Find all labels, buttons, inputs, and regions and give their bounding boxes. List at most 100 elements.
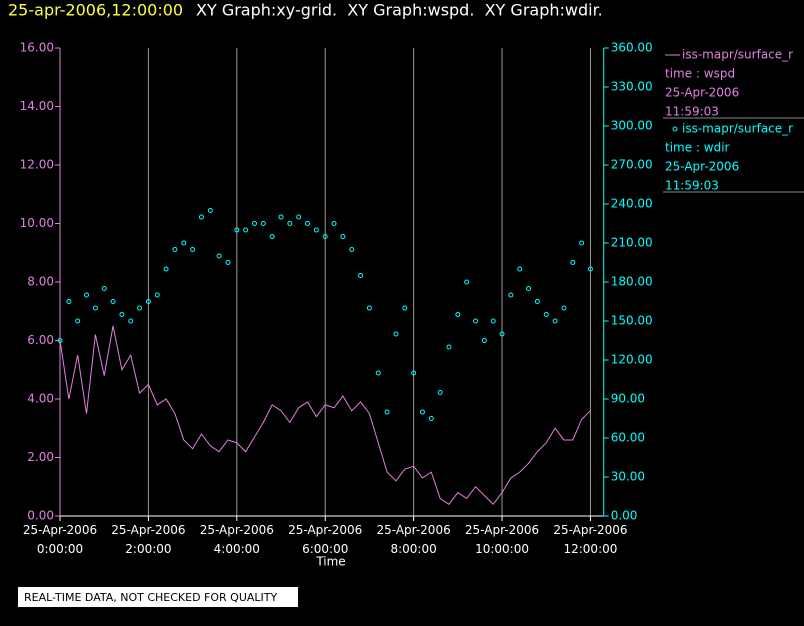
wdir-point [437,390,443,395]
legend-label: iss-mapr/surface_r [682,48,793,62]
wdir-point [517,266,523,272]
wdir-point [499,331,505,337]
wdir-point [455,312,461,317]
y2-tick-label: 120.00 [611,353,653,367]
wdir-point [428,416,434,421]
x-tick-label: 25-Apr-2006 8:00:00 [377,523,451,556]
wdir-point [190,247,196,252]
wdir-point [366,305,372,311]
wdir-point [269,234,275,239]
wdir-point [340,234,346,239]
y-tick-label: 2.00 [27,450,54,464]
y2-tick-label: 30.00 [611,470,645,484]
y2-tick-label: 330.00 [611,80,653,94]
wdir-point [313,227,319,233]
wdir-point [358,273,364,278]
wdir-point [225,260,231,265]
wdir-point [349,247,355,252]
legend-detail: 11:59:03 [665,179,719,193]
wdir-point [216,253,222,259]
y-tick-label: 6.00 [27,333,54,347]
wdir-point [490,318,496,324]
wdir-point [101,286,107,291]
y-tick-label: 4.00 [27,392,54,406]
wdir-point [322,234,328,239]
wdir-point [526,286,532,291]
wdir-point [579,240,585,246]
wdir-point [419,409,425,415]
y2-tick-label: 300.00 [611,119,653,133]
x-tick-label: 25-Apr-2006 0:00:00 [23,523,97,556]
x-tick-label: 25-Apr-2006 4:00:00 [200,523,274,556]
wdir-point [57,338,63,343]
wdir-point [128,318,134,324]
x-tick-label: 25-Apr-2006 2:00:00 [111,523,185,556]
y2-tick-label: 0.00 [611,509,638,523]
wdir-point [331,221,337,226]
legend-detail: 25-Apr-2006 [665,160,739,174]
wdir-point [570,260,576,265]
y2-tick-label: 210.00 [611,236,653,250]
wdir-point [393,331,399,337]
wspd-line [59,325,591,506]
wdir-point [75,318,81,324]
wdir-point [163,266,169,272]
y-tick-label: 16.00 [20,41,54,55]
wdir-point [260,221,266,226]
legend-label: iss-mapr/surface_r [682,122,793,136]
legend-detail: 11:59:03 [665,105,719,119]
wdir-point [154,292,160,298]
wdir-point [561,305,567,311]
y2-tick-label: 180.00 [611,275,653,289]
wdir-point [84,292,90,298]
x-axis-label: Time [315,555,345,569]
wdir-point [181,240,187,246]
wdir-point [384,409,390,415]
wdir-point [296,214,302,220]
x-tick-label: 25-Apr-2006 12:00:00 [553,523,627,556]
wdir-point [172,247,178,252]
wdir-point [110,299,116,304]
y2-tick-label: 360.00 [611,41,653,55]
y-tick-label: 8.00 [27,275,54,289]
wdir-point [278,214,284,220]
y2-tick-label: 90.00 [611,392,645,406]
legend-detail: time : wspd [665,67,735,81]
y-tick-label: 14.00 [20,99,54,113]
wdir-point [411,370,417,376]
wdir-point [587,266,593,272]
wdir-point [198,214,204,220]
wdir-point [137,305,143,311]
wdir-point [552,318,558,324]
wdir-point [145,299,151,304]
y-tick-label: 12.00 [20,158,54,172]
wdir-point [481,338,487,343]
wdir-point [543,312,549,317]
chart-title: XY Graph:xy-grid. XY Graph:wspd. XY Grap… [196,1,603,20]
wdir-point [305,221,311,226]
wdir-point [508,292,514,298]
wdir-point [534,299,540,304]
y2-tick-label: 240.00 [611,197,653,211]
wdir-point [251,221,257,226]
wdir-point [234,227,240,233]
footer-box [18,587,298,607]
wdir-point [119,312,125,317]
wdir-point [446,344,452,350]
y-tick-label: 10.00 [20,216,54,230]
legend-swatch [672,126,678,132]
wdir-point [92,305,98,311]
wdir-point [375,370,381,376]
wdir-point [207,208,213,213]
wdir-point [243,227,249,233]
x-tick-label: 25-Apr-2006 6:00:00 [288,523,362,556]
wdir-point [402,305,408,311]
x-tick-label: 25-Apr-2006 10:00:00 [465,523,539,556]
y2-tick-label: 60.00 [611,431,645,445]
legend-detail: time : wdir [665,141,730,155]
wdir-point [464,279,470,285]
y-tick-label: 0.00 [27,509,54,523]
legend-detail: 25-Apr-2006 [665,86,739,100]
